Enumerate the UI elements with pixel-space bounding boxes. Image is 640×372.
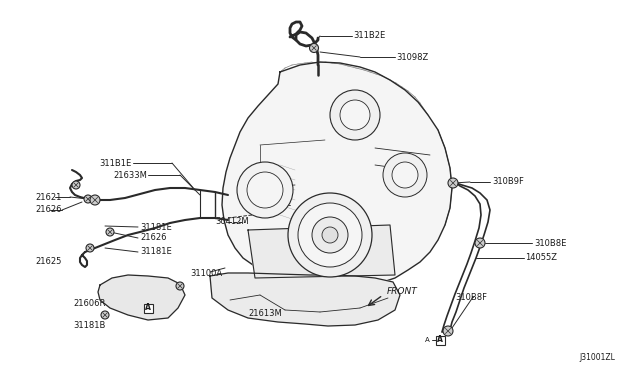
Circle shape: [237, 162, 293, 218]
Text: 311B1E: 311B1E: [100, 158, 132, 167]
Circle shape: [475, 238, 485, 248]
Circle shape: [288, 193, 372, 277]
Circle shape: [72, 181, 80, 189]
Text: 21633M: 21633M: [113, 170, 147, 180]
Text: A: A: [437, 336, 443, 344]
FancyBboxPatch shape: [143, 304, 152, 312]
Circle shape: [443, 326, 453, 336]
Text: FRONT: FRONT: [387, 288, 418, 296]
Text: 21626: 21626: [35, 205, 61, 215]
Text: 310B8E: 310B8E: [534, 238, 566, 247]
Circle shape: [101, 311, 109, 319]
Circle shape: [84, 195, 92, 203]
Text: 310B8F: 310B8F: [455, 292, 487, 301]
Text: J31001ZL: J31001ZL: [579, 353, 615, 362]
Text: 21613M: 21613M: [248, 308, 282, 317]
Circle shape: [448, 178, 458, 188]
Text: 311B2E: 311B2E: [353, 32, 385, 41]
Circle shape: [312, 217, 348, 253]
Circle shape: [340, 100, 370, 130]
Text: 21625: 21625: [35, 257, 61, 266]
Polygon shape: [222, 62, 452, 285]
Circle shape: [106, 228, 114, 236]
Text: 310B9F: 310B9F: [492, 177, 524, 186]
FancyBboxPatch shape: [435, 336, 445, 344]
Circle shape: [247, 172, 283, 208]
Text: 31181E: 31181E: [140, 247, 172, 257]
Text: 21621: 21621: [35, 192, 61, 202]
Text: 31181B: 31181B: [73, 321, 106, 330]
Circle shape: [383, 153, 427, 197]
Text: 21626: 21626: [140, 234, 166, 243]
Text: 31181E: 31181E: [140, 222, 172, 231]
Text: A: A: [425, 337, 430, 343]
Circle shape: [86, 244, 94, 252]
Circle shape: [322, 227, 338, 243]
Circle shape: [176, 282, 184, 290]
Circle shape: [392, 162, 418, 188]
Text: 21606R: 21606R: [73, 298, 106, 308]
Text: 31098Z: 31098Z: [396, 52, 428, 61]
Circle shape: [330, 90, 380, 140]
Polygon shape: [98, 275, 185, 320]
Circle shape: [298, 203, 362, 267]
Text: 30412M: 30412M: [215, 218, 248, 227]
Text: 14055Z: 14055Z: [525, 253, 557, 263]
Circle shape: [310, 44, 319, 52]
Text: A: A: [145, 304, 151, 312]
Polygon shape: [210, 273, 400, 326]
Text: 31100A: 31100A: [190, 269, 222, 278]
Polygon shape: [248, 225, 395, 278]
Circle shape: [90, 195, 100, 205]
